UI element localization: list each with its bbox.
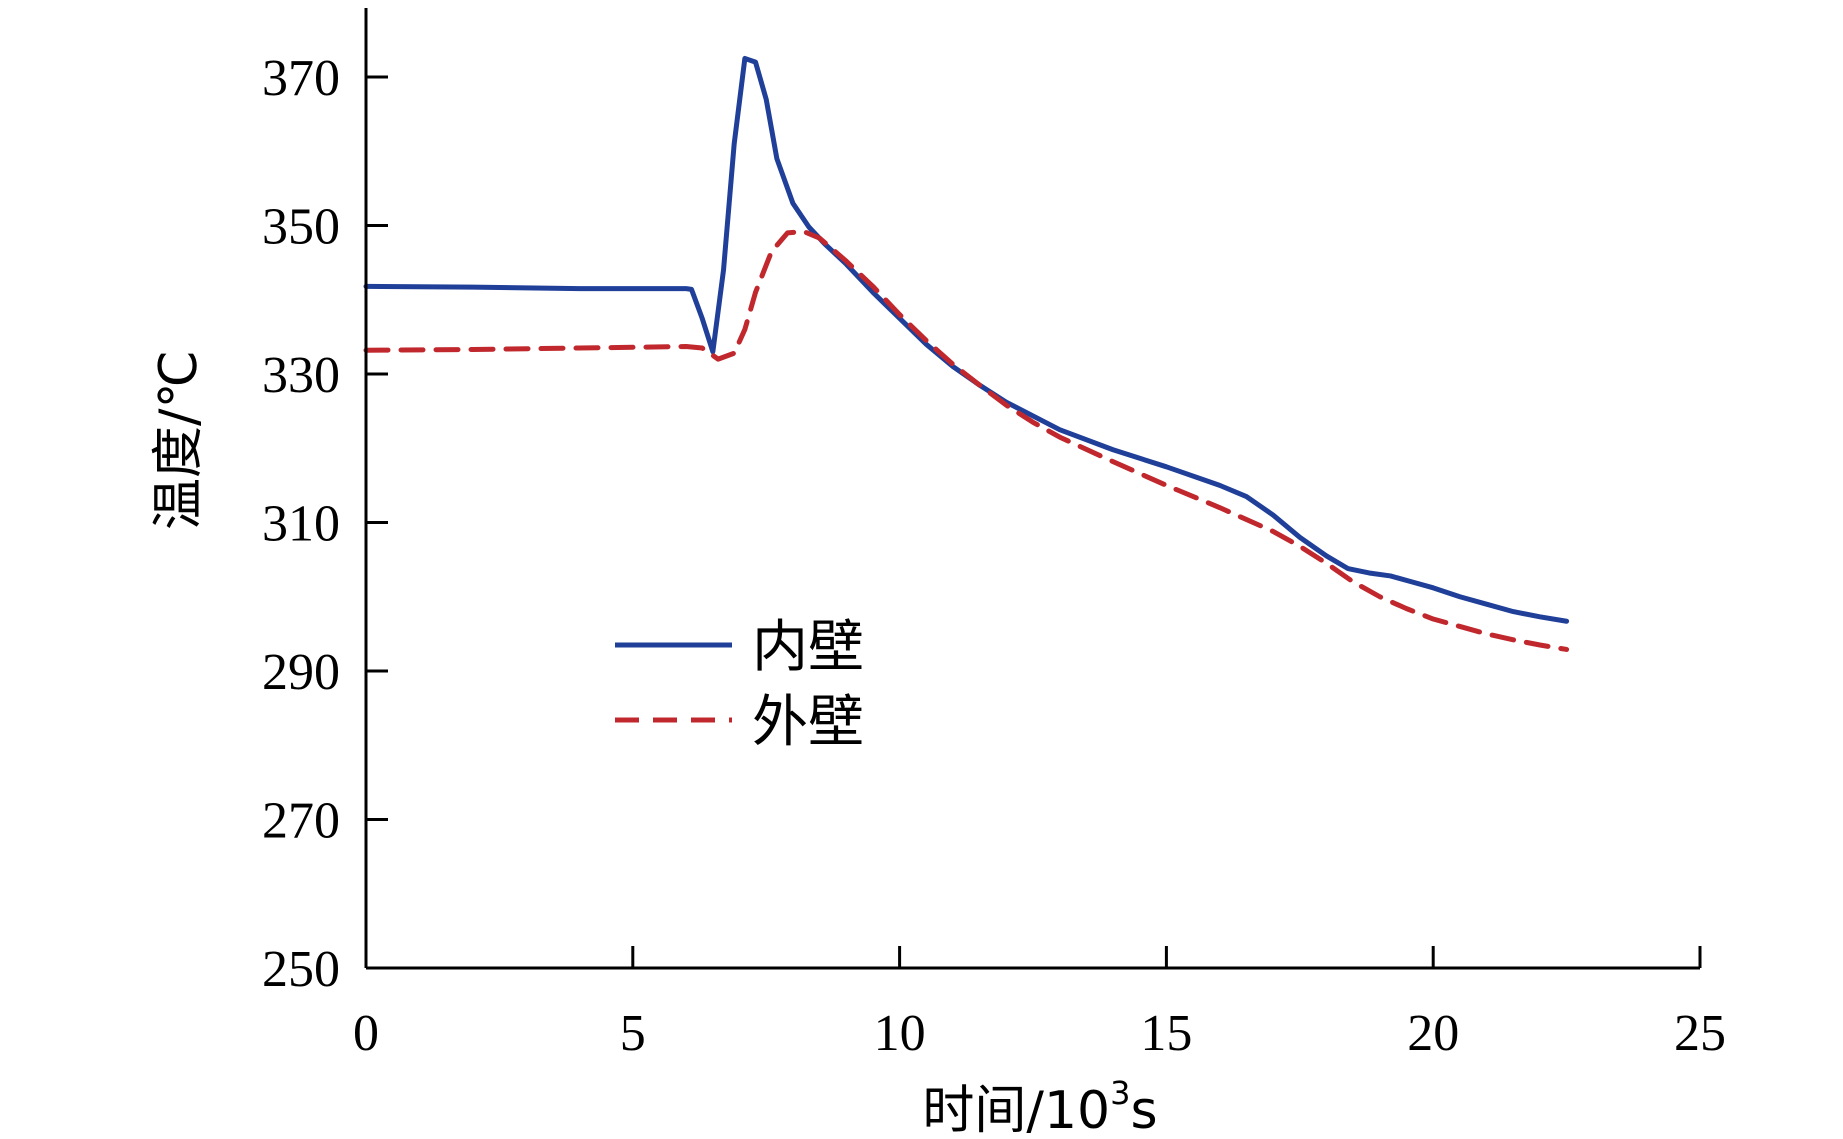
- series-line-inner-wall: [363, 55, 1570, 624]
- x-tick-label: 10: [874, 1005, 926, 1062]
- x-axis-ticks: 0 5 10 15 20 25: [353, 946, 1726, 1062]
- legend: 内壁 外壁: [615, 615, 864, 755]
- y-axis-ticks: 250 270 290 310 330 350 370: [262, 50, 388, 998]
- x-axis-title-suffix: s: [1130, 1081, 1157, 1139]
- y-tick-label: 370: [262, 50, 340, 107]
- y-tick-label: 290: [262, 644, 340, 701]
- y-tick-label: 250: [262, 941, 340, 998]
- x-tick-label: 15: [1140, 1005, 1192, 1062]
- y-axis-title: 温度/℃: [149, 350, 209, 530]
- x-axis-title: 时间/103s: [922, 1074, 1157, 1139]
- legend-label-outer-wall: 外壁: [752, 690, 864, 755]
- series-layer: [363, 55, 1570, 652]
- x-tick-label: 5: [620, 1005, 646, 1062]
- legend-label-inner-wall: 内壁: [752, 615, 864, 680]
- y-tick-label: 310: [262, 496, 340, 553]
- y-tick-label: 270: [262, 793, 340, 850]
- x-axis-title-main: 时间/10: [922, 1081, 1110, 1139]
- series-line-outer-wall: [363, 228, 1570, 652]
- x-tick-label: 25: [1674, 1005, 1726, 1062]
- x-axis-title-superscript: 3: [1110, 1074, 1130, 1112]
- y-tick-label: 330: [262, 347, 340, 404]
- y-tick-label: 350: [262, 199, 340, 256]
- x-tick-label: 20: [1407, 1005, 1459, 1062]
- x-tick-label: 0: [353, 1005, 379, 1062]
